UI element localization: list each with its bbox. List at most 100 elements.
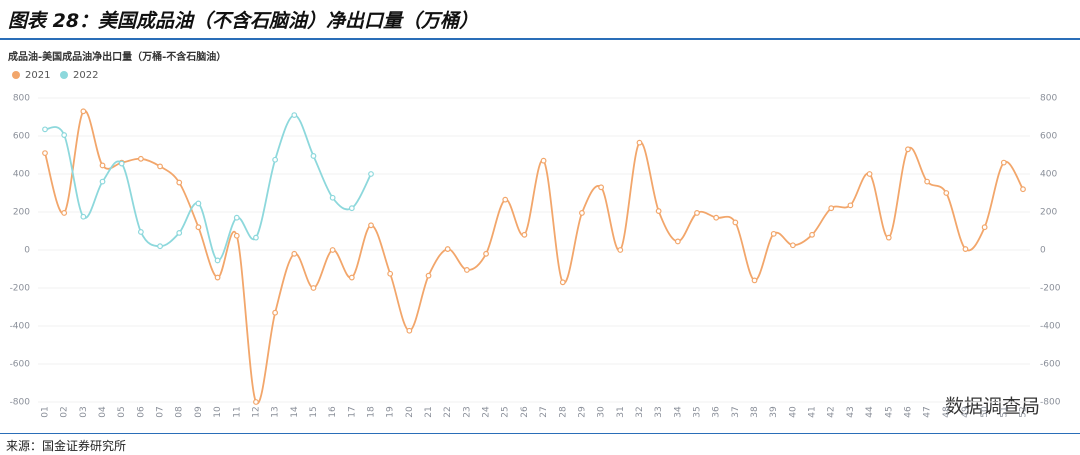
y2-tick-label: 800 bbox=[1040, 94, 1057, 104]
figure-title: 图表 28：美国成品油（不含石脑油）净出口量（万桶） bbox=[8, 10, 479, 32]
data-point bbox=[310, 153, 317, 159]
x-tick-label: 25 bbox=[501, 406, 511, 417]
legend-label: 2021 bbox=[25, 70, 50, 81]
data-point bbox=[885, 234, 892, 241]
x-tick-label: 37 bbox=[731, 406, 741, 417]
data-point bbox=[751, 277, 758, 284]
data-point bbox=[521, 231, 528, 238]
data-point bbox=[157, 163, 163, 170]
data-point bbox=[579, 210, 585, 216]
data-point bbox=[694, 210, 700, 216]
x-tick-label: 43 bbox=[846, 406, 856, 417]
data-point bbox=[233, 232, 240, 239]
x-tick-label: 05 bbox=[117, 406, 127, 417]
x-tick-label: 23 bbox=[462, 406, 472, 417]
x-tick-label: 36 bbox=[712, 406, 722, 418]
data-point bbox=[924, 178, 931, 185]
data-point bbox=[348, 274, 355, 281]
x-tick-label: 07 bbox=[156, 406, 166, 417]
y2-tick-label: -200 bbox=[1040, 284, 1061, 294]
data-point bbox=[406, 327, 413, 334]
series-line bbox=[44, 109, 1024, 405]
y-tick-label: 0 bbox=[24, 246, 30, 256]
data-point bbox=[1000, 159, 1007, 166]
x-tick-label: 30 bbox=[597, 406, 607, 418]
data-point bbox=[310, 285, 317, 291]
rule bbox=[0, 38, 1080, 40]
data-point bbox=[233, 214, 240, 221]
x-tick-label: 39 bbox=[769, 406, 779, 418]
x-tick-label: 38 bbox=[750, 406, 760, 418]
y-tick-label: 800 bbox=[13, 94, 30, 104]
data-point bbox=[809, 231, 815, 238]
data-point bbox=[866, 171, 873, 177]
data-point bbox=[329, 194, 336, 201]
data-point bbox=[540, 157, 547, 164]
data-point bbox=[291, 112, 298, 118]
y-tick-label: 600 bbox=[13, 132, 30, 142]
y2-tick-label: 600 bbox=[1040, 132, 1057, 142]
data-point bbox=[463, 267, 470, 273]
x-tick-label: 45 bbox=[884, 406, 894, 417]
x-tick-label: 49 bbox=[961, 406, 971, 418]
x-tick-label: 33 bbox=[654, 406, 664, 417]
data-point bbox=[42, 126, 48, 133]
x-tick-label: 13 bbox=[271, 406, 281, 417]
data-point bbox=[732, 219, 739, 226]
data-point bbox=[176, 179, 183, 186]
data-point bbox=[61, 210, 68, 216]
chart-title: 成品油-美国成品油净出口量（万桶-不含石脑油） bbox=[8, 50, 226, 63]
x-tick-label: 02 bbox=[60, 406, 70, 417]
legend-label: 2022 bbox=[73, 70, 98, 81]
x-tick-label: 14 bbox=[290, 406, 300, 418]
data-point bbox=[789, 242, 796, 249]
x-tick-label: 21 bbox=[424, 406, 434, 417]
data-point bbox=[176, 229, 183, 236]
x-tick-label: 10 bbox=[213, 406, 223, 418]
data-point bbox=[80, 213, 87, 220]
x-tick-label: 40 bbox=[788, 406, 798, 418]
x-tick-label: 22 bbox=[443, 406, 453, 417]
data-point bbox=[502, 196, 509, 203]
data-point bbox=[42, 150, 48, 157]
data-point bbox=[195, 224, 202, 231]
x-tick-label: 27 bbox=[539, 406, 549, 417]
data-point bbox=[444, 246, 451, 252]
x-tick-label: 32 bbox=[635, 406, 645, 417]
x-tick-label: 01 bbox=[41, 406, 51, 417]
legend-swatch bbox=[12, 71, 20, 79]
x-tick-label: 06 bbox=[136, 406, 146, 418]
data-point bbox=[253, 399, 259, 405]
data-point bbox=[387, 270, 394, 277]
x-tick-label: 50 bbox=[980, 406, 990, 418]
data-point bbox=[118, 160, 125, 167]
data-point bbox=[368, 171, 374, 177]
data-point bbox=[368, 222, 374, 229]
x-tick-label: 19 bbox=[386, 406, 396, 418]
y-tick-label: -200 bbox=[10, 284, 31, 294]
data-point bbox=[272, 309, 279, 316]
data-point bbox=[962, 246, 969, 252]
x-tick-label: 28 bbox=[558, 406, 568, 418]
y2-tick-label: -400 bbox=[1040, 322, 1061, 332]
x-tick-label: 46 bbox=[903, 406, 913, 418]
data-point bbox=[291, 250, 298, 257]
x-tick-label: 26 bbox=[520, 406, 530, 418]
data-point bbox=[943, 190, 950, 196]
data-point bbox=[195, 200, 202, 207]
data-point bbox=[1020, 186, 1026, 193]
data-point bbox=[713, 214, 720, 221]
watermark: 数据调查局 bbox=[945, 396, 1040, 418]
x-tick-label: 18 bbox=[367, 406, 377, 418]
y-tick-label: 400 bbox=[13, 170, 30, 180]
y2-tick-label: -800 bbox=[1040, 398, 1061, 408]
legend-swatch bbox=[60, 71, 68, 79]
x-tick-label: 16 bbox=[328, 406, 338, 418]
data-point bbox=[655, 208, 662, 214]
x-tick-label: 48 bbox=[942, 406, 952, 418]
rule bbox=[0, 433, 1080, 434]
data-point bbox=[617, 247, 624, 253]
data-point bbox=[483, 250, 489, 257]
chart: 成品油-美国成品油净出口量（万桶-不含石脑油） 数据调查局 -800 -800 -6… bbox=[8, 50, 1061, 418]
